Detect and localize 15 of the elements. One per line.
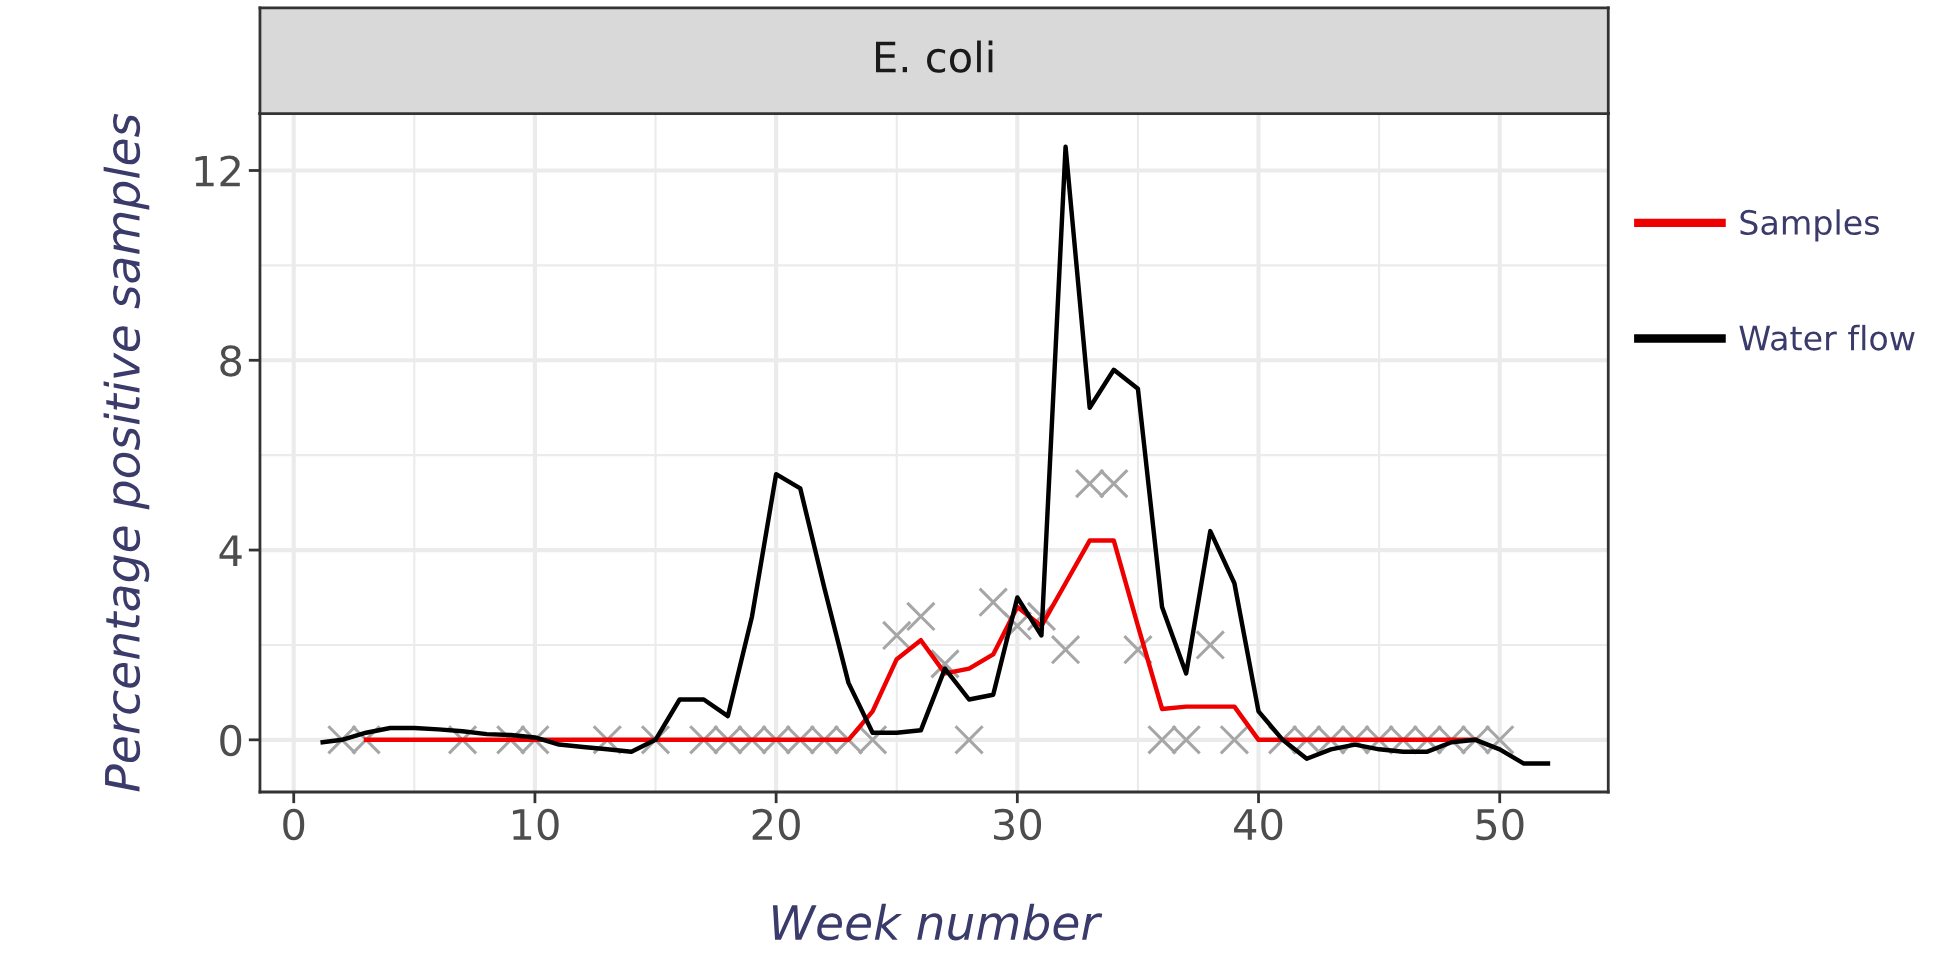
y-tick-label: 0 <box>220 724 242 757</box>
y-axis-title: Percentage positive samples <box>103 113 150 792</box>
x-tick-label: 50 <box>1476 808 1524 841</box>
chart-title: E. coli <box>876 40 993 73</box>
legend-label: Samples <box>1740 209 1879 242</box>
legend-label: Water flow <box>1739 324 1915 351</box>
y-tick-label: 12 <box>195 155 240 187</box>
x-tick-label: 10 <box>512 808 559 841</box>
x-tick-label: 20 <box>752 808 800 841</box>
x-tick-label: 0 <box>283 808 305 841</box>
y-tick-label: 4 <box>219 535 242 566</box>
y-tick-label: 8 <box>220 345 242 377</box>
x-axis-title: Week number <box>772 903 1103 941</box>
x-tick-label: 30 <box>993 808 1042 841</box>
x-tick-label: 40 <box>1234 808 1283 841</box>
